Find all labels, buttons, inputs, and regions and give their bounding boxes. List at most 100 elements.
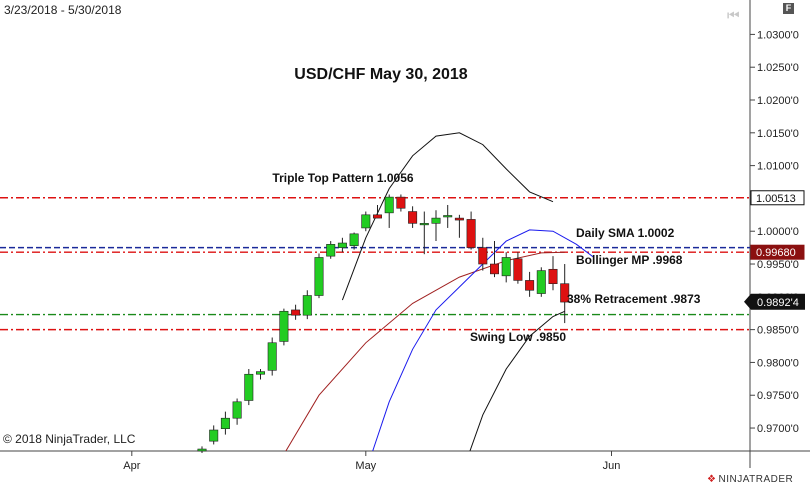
candle bbox=[408, 206, 418, 228]
y-tick-label: 0.9850'0 bbox=[757, 325, 799, 337]
current-price-tag: 0.9892'4 bbox=[744, 293, 805, 310]
y-tick-label: 1.0200'0 bbox=[757, 95, 799, 107]
candle-body bbox=[501, 257, 511, 277]
current-price-label: 0.9892'4 bbox=[757, 297, 799, 309]
candle bbox=[302, 290, 312, 320]
candle-body bbox=[536, 270, 546, 294]
candle-body bbox=[419, 223, 429, 226]
collapse-left-icon[interactable]: ⏮ bbox=[727, 8, 740, 24]
candle bbox=[560, 264, 570, 324]
candle bbox=[548, 256, 558, 291]
price-tag: 0.99680 bbox=[750, 244, 805, 260]
candle bbox=[489, 241, 499, 278]
candle bbox=[454, 214, 464, 238]
candle bbox=[255, 368, 265, 380]
date-range-label: 3/23/2018 - 5/30/2018 bbox=[4, 3, 122, 17]
y-tick-label: 1.0000'0 bbox=[757, 226, 799, 238]
candle bbox=[536, 267, 546, 297]
candle-body bbox=[279, 310, 289, 342]
price-tag-box bbox=[750, 244, 805, 260]
price-tag-label: 1.00513 bbox=[756, 193, 796, 205]
level-annotation: Swing Low .9850 bbox=[470, 330, 566, 344]
candle bbox=[513, 252, 523, 284]
candle-body bbox=[197, 448, 207, 452]
candle bbox=[431, 210, 441, 242]
level-annotation: Triple Top Pattern 1.0056 bbox=[272, 171, 413, 185]
y-tick-label: 1.0150'0 bbox=[757, 128, 799, 140]
candle-body bbox=[443, 215, 453, 218]
candle-body bbox=[220, 417, 230, 429]
candle bbox=[396, 194, 406, 212]
candle-body bbox=[525, 280, 535, 291]
y-tick-label: 0.9700'0 bbox=[757, 423, 799, 435]
candle-body bbox=[314, 257, 324, 296]
candle-body bbox=[337, 242, 347, 248]
candle bbox=[209, 425, 219, 445]
candle-body bbox=[349, 233, 359, 246]
candle-body bbox=[396, 196, 406, 209]
candle bbox=[349, 232, 359, 250]
candle bbox=[279, 308, 289, 346]
chart-title: USD/CHF May 30, 2018 bbox=[294, 66, 468, 83]
candle-body bbox=[209, 429, 219, 442]
y-tick-label: 0.9800'0 bbox=[757, 357, 799, 369]
ninjatrader-logo: ❖ NINJATRADER bbox=[707, 474, 793, 485]
candle bbox=[525, 271, 535, 297]
x-tick-label: Jun bbox=[603, 460, 621, 472]
price-tag-label: 0.99680 bbox=[756, 247, 796, 259]
candle-body bbox=[267, 342, 277, 371]
candle bbox=[244, 368, 254, 406]
current-price-box bbox=[744, 293, 805, 310]
candle-body bbox=[431, 217, 441, 224]
candle-body bbox=[302, 295, 312, 316]
price-tag: 1.00513 bbox=[750, 190, 805, 206]
candle-body bbox=[326, 244, 336, 257]
copyright-text: © 2018 NinjaTrader, LLC bbox=[3, 432, 136, 446]
candle bbox=[197, 446, 207, 453]
candle bbox=[384, 194, 394, 228]
candle bbox=[291, 304, 301, 320]
y-tick-label: 1.0300'0 bbox=[757, 29, 799, 41]
candle bbox=[478, 237, 488, 271]
candle-body bbox=[372, 214, 382, 219]
candle-body bbox=[548, 268, 558, 285]
bollinger-lower-line bbox=[469, 310, 565, 451]
x-tick-label: May bbox=[355, 460, 376, 472]
logo-text: NINJATRADER bbox=[718, 474, 794, 485]
y-tick-label: 0.9950'0 bbox=[757, 259, 799, 271]
price-tag-box bbox=[750, 190, 805, 206]
candle-body bbox=[489, 263, 499, 275]
candle bbox=[419, 211, 429, 255]
level-annotation: Daily SMA 1.0002 bbox=[576, 226, 675, 240]
candle-body bbox=[513, 258, 523, 281]
y-tick-label: 0.9750'0 bbox=[757, 390, 799, 402]
candle bbox=[267, 337, 277, 376]
candle-body bbox=[454, 217, 464, 221]
candle-body bbox=[232, 401, 242, 419]
candle-body bbox=[361, 214, 371, 229]
candle bbox=[361, 211, 371, 232]
candle-body bbox=[560, 283, 570, 303]
candle-body bbox=[291, 309, 301, 316]
candle-body bbox=[408, 211, 418, 224]
candle bbox=[501, 252, 511, 283]
chart-menu-icon[interactable]: F bbox=[783, 3, 794, 14]
x-tick-label: Apr bbox=[123, 460, 140, 472]
candle-body bbox=[478, 247, 488, 265]
bollinger-mid-line bbox=[285, 251, 565, 451]
candle bbox=[466, 211, 476, 250]
candle bbox=[372, 204, 382, 219]
candle-body bbox=[466, 219, 476, 248]
level-annotation: 38% Retracement .9873 bbox=[567, 292, 701, 306]
candle bbox=[232, 398, 242, 425]
logo-mark-icon: ❖ bbox=[707, 474, 717, 485]
candle bbox=[443, 204, 453, 228]
candle-body bbox=[255, 371, 265, 375]
candle bbox=[337, 237, 347, 253]
candle-body bbox=[244, 373, 254, 401]
candle bbox=[314, 253, 324, 299]
candle bbox=[326, 241, 336, 259]
candle-body bbox=[384, 196, 394, 214]
